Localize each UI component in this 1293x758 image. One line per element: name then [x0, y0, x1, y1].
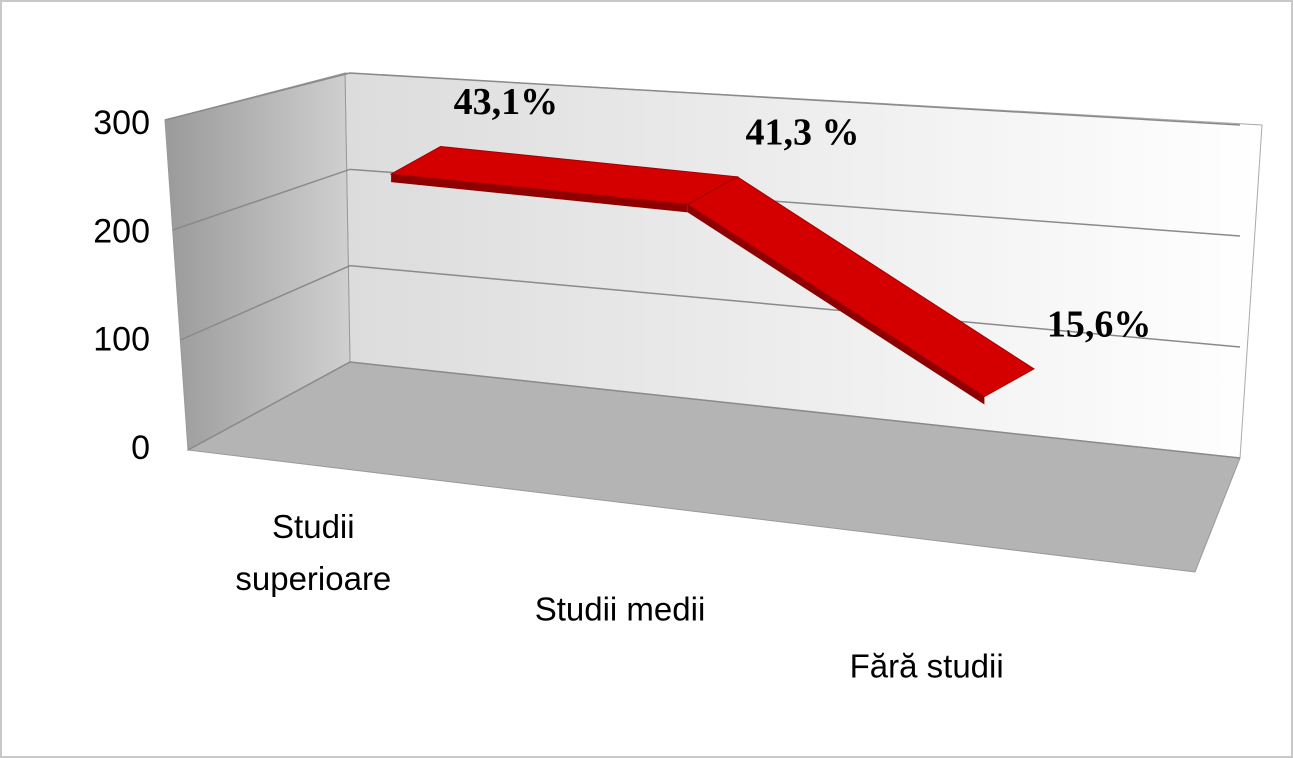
x-tick-label: Studii medii [535, 591, 706, 628]
grid-line [164, 72, 1241, 126]
y-tick-label: 100 [93, 321, 150, 359]
line-segment [686, 176, 1035, 398]
annotation: 41,3 % [746, 111, 860, 153]
x-tick-label: Studii superioare [235, 508, 391, 597]
annotation: 43,1% [454, 81, 559, 123]
grid-line [187, 361, 1241, 459]
x-tick-label: Fără studii [850, 648, 1004, 685]
plot: Studii superioare Studii medii Fără studii 4… [235, 81, 1151, 685]
y-tick-label: 0 [131, 429, 150, 467]
y-tick-label: 300 [93, 104, 150, 142]
ribbon-side [391, 174, 688, 213]
annotation: 15,6% [1047, 303, 1152, 345]
ribbon-side [687, 204, 985, 405]
grid-line [172, 168, 1241, 237]
y-tick-label: 200 [93, 212, 150, 250]
